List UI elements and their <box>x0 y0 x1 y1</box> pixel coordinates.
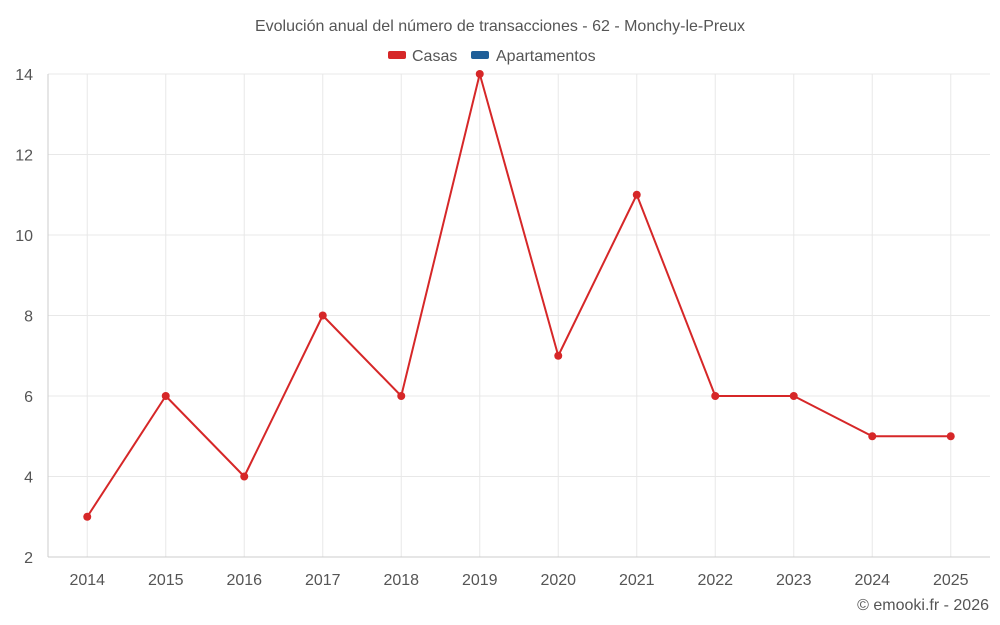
y-tick-label: 8 <box>24 309 33 326</box>
x-tick-label: 2017 <box>305 572 341 589</box>
series-line-casas <box>86 73 951 518</box>
chart-title: Evolución anual del número de transaccio… <box>255 18 745 35</box>
x-tick-label: 2021 <box>619 572 655 589</box>
y-tick-label: 2 <box>24 550 33 567</box>
data-point-casas[interactable] <box>632 190 641 199</box>
data-point-casas[interactable] <box>554 351 563 360</box>
credit-text: © emooki.fr - 2026 <box>857 597 989 614</box>
x-tick-label: 2025 <box>933 572 969 589</box>
data-point-casas[interactable] <box>789 392 798 400</box>
x-tick-label: 2016 <box>226 572 262 589</box>
legend-swatch-apartamentos <box>471 51 489 59</box>
data-point-casas[interactable] <box>868 432 877 441</box>
series <box>83 70 955 521</box>
y-tick-label: 12 <box>15 148 33 165</box>
legend-item-apartamentos[interactable]: Apartamentos <box>471 48 596 65</box>
y-tick-label: 4 <box>24 470 33 487</box>
x-tick-label: 2022 <box>697 572 733 589</box>
x-tick-label: 2015 <box>148 572 184 589</box>
x-tick-label: 2024 <box>854 572 890 589</box>
grid <box>48 73 990 557</box>
y-axis-ticks: 2 4 6 8 10 12 14 <box>15 67 33 567</box>
data-point-casas[interactable] <box>397 392 406 400</box>
data-point-casas[interactable] <box>240 472 249 481</box>
data-point-casas[interactable] <box>83 512 92 521</box>
y-tick-label: 14 <box>15 67 33 84</box>
legend-item-casas[interactable]: Casas <box>388 48 457 65</box>
data-point-casas[interactable] <box>161 392 170 400</box>
data-point-casas[interactable] <box>946 432 955 441</box>
axes <box>47 74 990 558</box>
x-tick-label: 2019 <box>462 572 498 589</box>
legend-label-apartamentos: Apartamentos <box>496 48 596 65</box>
data-point-casas[interactable] <box>318 311 327 320</box>
x-tick-label: 2020 <box>540 572 576 589</box>
data-point-casas[interactable] <box>475 70 484 78</box>
legend-swatch-casas <box>388 51 406 59</box>
x-tick-label: 2014 <box>69 572 105 589</box>
data-point-casas[interactable] <box>711 392 720 400</box>
y-tick-label: 10 <box>15 228 33 245</box>
x-axis-ticks: 2014 2015 2016 2017 2018 2019 2020 2021 2022 2023… <box>69 572 968 589</box>
legend: Casas Apartamentos <box>388 48 596 65</box>
x-tick-label: 2023 <box>776 572 812 589</box>
y-tick-label: 6 <box>24 389 33 406</box>
legend-label-casas: Casas <box>412 48 457 65</box>
x-tick-label: 2018 <box>383 572 419 589</box>
